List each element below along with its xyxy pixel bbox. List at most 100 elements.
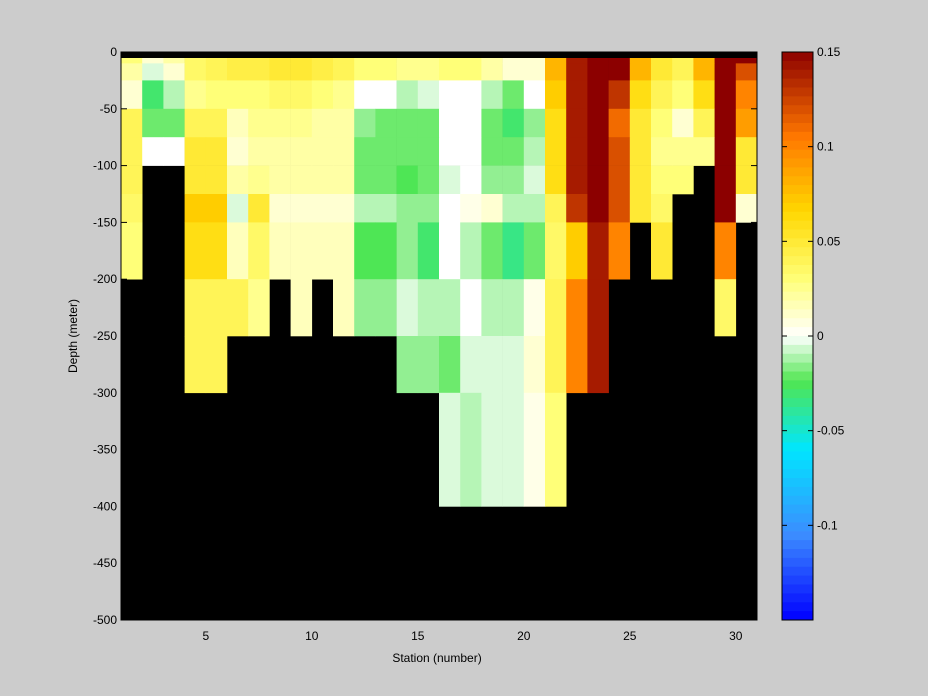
heatmap-cell [184,165,207,195]
heatmap-cell [163,108,185,138]
heatmap-cell [375,279,397,337]
heatmap-cell [205,279,228,337]
colorbar-segment [782,282,813,293]
colorbar-tick-label: 0.15 [817,45,841,59]
heatmap-cell [523,63,546,81]
heatmap-cell [523,194,546,223]
heatmap-cell [248,108,270,138]
colorbar-segment [782,185,813,195]
colorbar-segment [782,566,813,577]
colorbar-segment [782,69,813,80]
x-tick-label: 25 [623,629,637,643]
colorbar-segment [782,602,813,612]
colorbar-segment [782,220,813,230]
heatmap-cell [333,165,355,195]
heatmap-cell [439,279,461,337]
heatmap-cell [121,137,143,166]
heatmap-cell [523,80,546,110]
y-tick-label: -100 [93,159,117,173]
heatmap-cell [460,336,482,394]
heatmap-cell [163,137,185,166]
colorbar-segment [782,407,813,417]
heatmap-cell [566,80,588,110]
heatmap-cell [714,80,737,110]
heatmap-cell [290,165,313,195]
heatmap-cell [608,165,631,195]
heatmap-cell [417,194,440,223]
colorbar-segment [782,575,813,585]
colorbar-segment [782,140,813,151]
heatmap-cell [439,165,461,195]
heatmap-cell [566,336,588,394]
heatmap-cell [502,336,525,394]
heatmap-cell [269,108,291,138]
heatmap-cell [651,137,673,166]
colorbar-ticks: 0.15 0.1 0.05 0 -0.05 -0.1 [782,45,845,532]
heatmap-cell [333,108,355,138]
heatmap-cell [396,137,419,166]
heatmap-cell [608,108,631,138]
heatmap-cell [481,63,503,81]
heatmap-cell [502,279,525,337]
heatmap-cell [651,80,673,110]
heatmap-cell [439,108,461,138]
colorbar-segment [782,265,813,275]
heatmap-cell [714,165,737,195]
heatmap-cell [693,108,715,138]
heatmap-cell [354,108,376,138]
heatmap-cell [714,222,737,280]
heatmap-cell [439,194,461,223]
heatmap-cell [523,137,546,166]
heatmap-cell [354,222,376,280]
heatmap-cell [205,222,228,280]
heatmap-cell [481,108,503,138]
heatmap-cell [417,80,440,110]
heatmap-cell [566,222,588,280]
heatmap-cell [184,80,207,110]
colorbar-segment [782,202,813,213]
heatmap-cell [227,165,249,195]
y-tick-label: -450 [93,556,117,570]
colorbar-segment [782,478,813,488]
heatmap-cell [417,165,440,195]
heatmap-cell [629,80,652,110]
heatmap-cell [502,80,525,110]
colorbar-segment [782,380,813,390]
heatmap-cell [354,137,376,166]
heatmap-cell [735,137,757,166]
heatmap-cell [227,222,249,280]
heatmap-cell [417,63,440,81]
heatmap-cell [269,80,291,110]
colorbar-segment [782,96,813,106]
heatmap-cell [735,63,757,81]
heatmap-cell [545,108,567,138]
heatmap-cell [481,137,503,166]
y-axis-label: Depth (meter) [66,299,80,373]
colorbar-segment [782,131,813,142]
heatmap-cell [757,166,779,195]
heatmap-cell [184,63,207,81]
heatmap-cell [417,279,440,337]
heatmap-cell [545,222,567,280]
colorbar-segment [782,114,813,124]
heatmap-cell [205,108,228,138]
colorbar [781,51,814,621]
heatmap-cell [735,194,757,223]
heatmap-cell [481,279,503,337]
heatmap-cell [502,108,525,138]
heatmap-cell [481,80,503,110]
heatmap-cell [354,279,376,337]
heatmap-cell [566,63,588,81]
heatmap-cell [121,80,143,110]
colorbar-segment [782,513,813,523]
heatmap-cell [269,165,291,195]
colorbar-segment [782,256,813,266]
heatmap-cell [142,63,164,81]
colorbar-segment [782,300,813,310]
colorbar-segment [782,176,813,186]
y-axis: 0 -50 -100 -150 -200 -250 -300 -350 -400 -450 -500 [93,45,757,627]
colorbar-segment [782,611,813,621]
colorbar-segment [782,238,813,248]
heatmap-cell [248,279,270,337]
y-tick-label: 0 [110,45,117,59]
